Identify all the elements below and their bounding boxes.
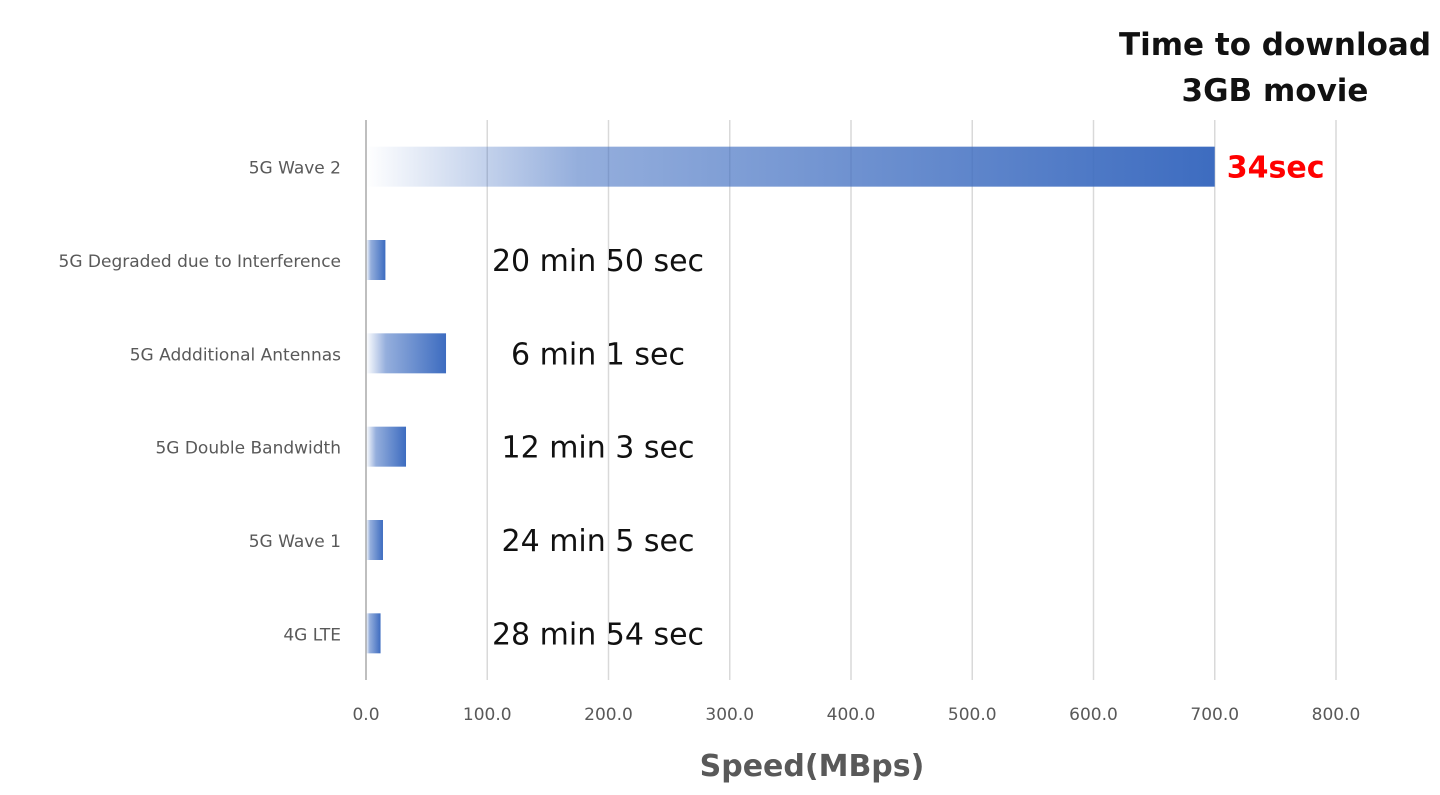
category-label: 5G Wave 1 bbox=[249, 532, 341, 552]
bar bbox=[366, 613, 381, 654]
x-axis-title: Speed(MBps) bbox=[700, 749, 925, 784]
x-tick-label: 700.0 bbox=[1190, 705, 1239, 725]
category-label: 5G Addditional Antennas bbox=[130, 345, 341, 365]
x-tick-labels: 0.0 100.0 200.0 300.0 400.0 500.0 600.0 700.0 80… bbox=[352, 705, 1360, 725]
data-label: 28 min 54 sec bbox=[492, 617, 704, 652]
data-label: 24 min 5 sec bbox=[501, 524, 694, 559]
bar bbox=[366, 426, 407, 467]
x-tick-label: 600.0 bbox=[1069, 705, 1118, 725]
x-tick-label: 300.0 bbox=[705, 705, 754, 725]
data-label: 12 min 3 sec bbox=[501, 431, 694, 466]
data-label: 34sec bbox=[1227, 151, 1325, 186]
x-tick-label: 800.0 bbox=[1312, 705, 1361, 725]
gridlines bbox=[365, 120, 1337, 680]
bar bbox=[366, 146, 1215, 187]
category-label: 5G Degraded due to Interference bbox=[59, 252, 341, 272]
x-tick-label: 100.0 bbox=[463, 705, 512, 725]
bar bbox=[366, 333, 447, 374]
x-tick-label: 200.0 bbox=[584, 705, 633, 725]
data-labels: 34sec 20 min 50 sec 6 min 1 sec 12 min 3 se… bbox=[492, 151, 1325, 653]
x-tick-label: 400.0 bbox=[827, 705, 876, 725]
category-label: 4G LTE bbox=[283, 625, 341, 645]
x-tick-label: 0.0 bbox=[352, 705, 379, 725]
data-label: 20 min 50 sec bbox=[492, 244, 704, 279]
x-tick-label: 500.0 bbox=[948, 705, 997, 725]
category-label: 5G Double Bandwidth bbox=[155, 439, 341, 459]
chart-title-line-2: 3GB movie bbox=[1181, 73, 1369, 109]
bar bbox=[366, 240, 386, 280]
chart-title-line-1: Time to download bbox=[1118, 27, 1432, 63]
category-labels: 5G Wave 2 5G Degraded due to Interference… bbox=[59, 159, 342, 646]
bar bbox=[366, 520, 383, 560]
category-label: 5G Wave 2 bbox=[249, 159, 341, 179]
chart-title: Time to download 3GB movie bbox=[1110, 22, 1440, 114]
data-label: 6 min 1 sec bbox=[511, 337, 685, 372]
bars bbox=[366, 146, 1215, 654]
